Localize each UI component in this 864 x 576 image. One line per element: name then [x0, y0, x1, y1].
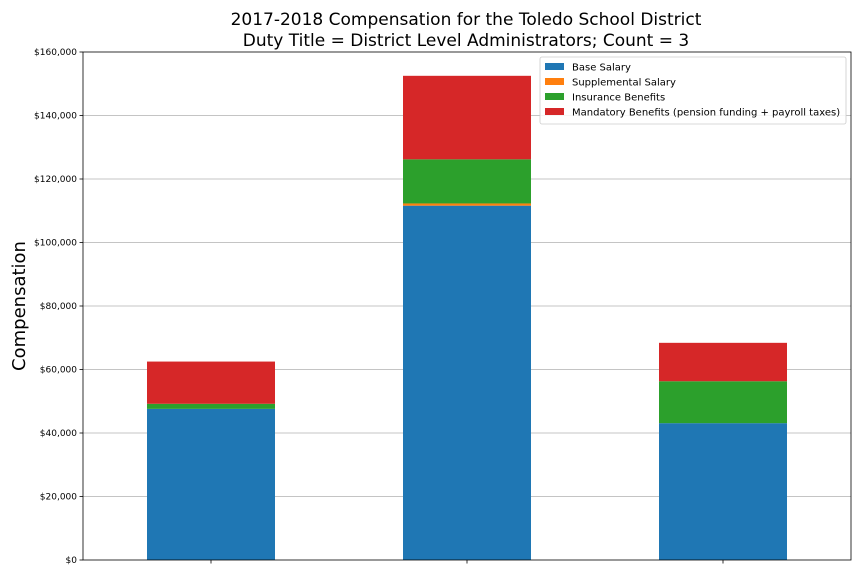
- bar-segment-1-category-2: [403, 205, 531, 561]
- y-axis-label: Compensation: [9, 241, 30, 371]
- y-tick-label: $40,000: [40, 429, 77, 439]
- y-tick-label: $60,000: [40, 366, 77, 376]
- y-tick-label: $100,000: [34, 239, 77, 249]
- bar-segment-4-category-3: [659, 342, 787, 382]
- y-tick-label: $0: [66, 556, 78, 566]
- chart-title: 2017-2018 Compensation for the Toledo Sc…: [231, 10, 702, 30]
- bars: [147, 75, 787, 561]
- bar-segment-3-category-1: [147, 403, 275, 409]
- legend-label: Mandatory Benefits (pension funding + pa…: [572, 108, 840, 119]
- bar-segment-4-category-1: [147, 361, 275, 404]
- legend-label: Base Salary: [572, 63, 631, 74]
- bar-segment-3-category-3: [659, 381, 787, 424]
- legend-label: Insurance Benefits: [572, 93, 665, 104]
- chart-subtitle: Duty Title = District Level Administrato…: [243, 31, 689, 51]
- legend-swatch: [545, 108, 564, 115]
- legend-swatch: [545, 63, 564, 70]
- y-tick-label: $20,000: [40, 493, 77, 503]
- y-tick-label: $120,000: [34, 175, 77, 185]
- bar-segment-2-category-2: [403, 203, 531, 206]
- bar-segment-1-category-3: [659, 423, 787, 560]
- legend-swatch: [545, 93, 564, 100]
- y-tick-label: $140,000: [34, 112, 77, 122]
- legend-box: [539, 56, 847, 125]
- bar-segment-1-category-1: [147, 408, 275, 560]
- bar-segment-4-category-2: [403, 75, 531, 160]
- legend: Base Salary Supplemental Salary Insurance …: [539, 56, 847, 125]
- y-tick-label: $160,000: [34, 48, 77, 58]
- legend-swatch: [545, 78, 564, 85]
- bar-segment-3-category-2: [403, 159, 531, 204]
- axes: $0 $20,000 $40,000 $60,000 $80,000 $100,000 $1…: [34, 48, 852, 566]
- legend-label: Supplemental Salary: [572, 78, 676, 89]
- y-tick-label: $80,000: [40, 302, 77, 312]
